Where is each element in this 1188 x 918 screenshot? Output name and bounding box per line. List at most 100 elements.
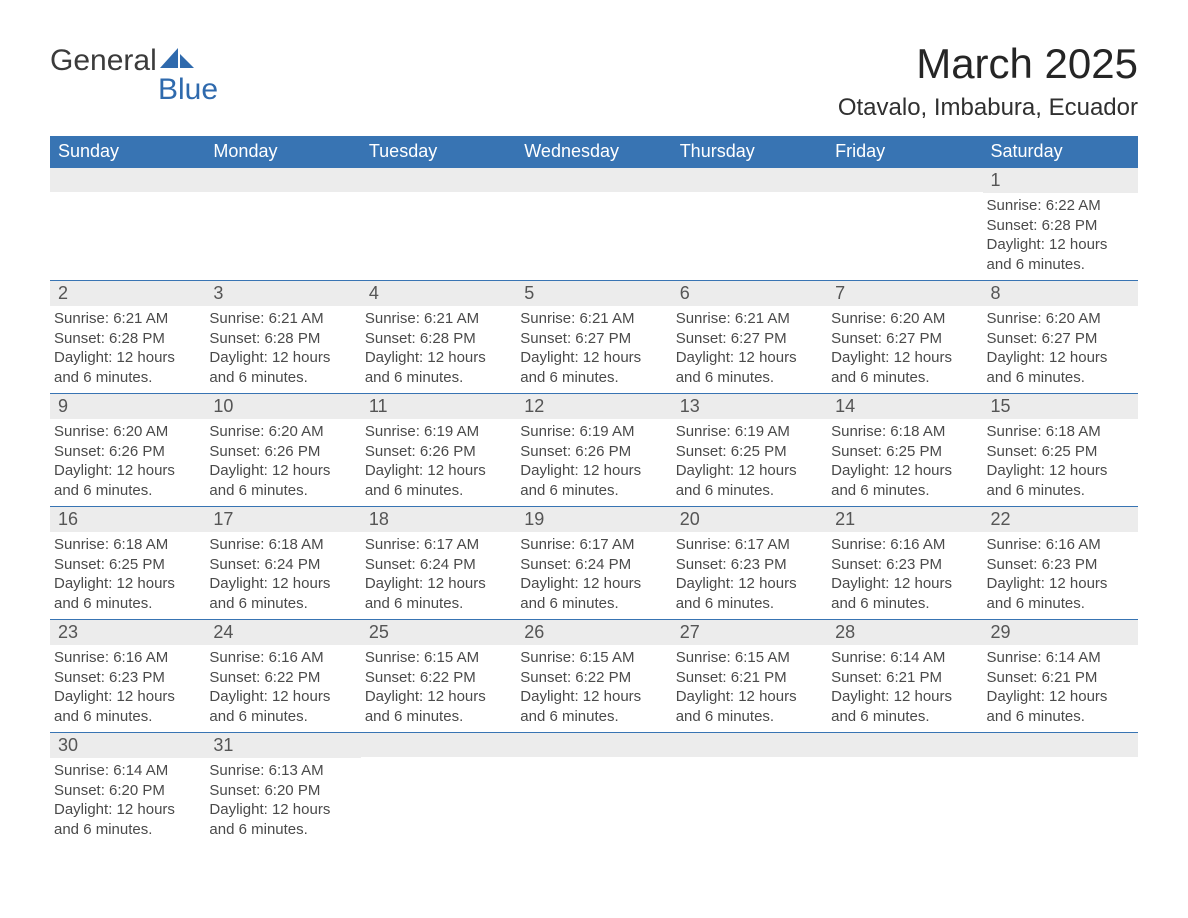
calendar-cell: 30Sunrise: 6:14 AMSunset: 6:20 PMDayligh… xyxy=(50,733,205,846)
day-details: Sunrise: 6:21 AMSunset: 6:28 PMDaylight:… xyxy=(205,306,360,393)
daylight-text: Daylight: 12 hours and 6 minutes. xyxy=(676,348,821,387)
sunset-text: Sunset: 6:24 PM xyxy=(365,555,510,575)
sunrise-text: Sunrise: 6:16 AM xyxy=(831,535,976,555)
calendar-cell: 8Sunrise: 6:20 AMSunset: 6:27 PMDaylight… xyxy=(983,281,1138,394)
day-details: Sunrise: 6:18 AMSunset: 6:25 PMDaylight:… xyxy=(50,532,205,619)
sunrise-text: Sunrise: 6:22 AM xyxy=(987,196,1132,216)
daylight-text: Daylight: 12 hours and 6 minutes. xyxy=(54,461,199,500)
daylight-text: Daylight: 12 hours and 6 minutes. xyxy=(209,800,354,839)
calendar-week-row: 9Sunrise: 6:20 AMSunset: 6:26 PMDaylight… xyxy=(50,394,1138,507)
daylight-text: Daylight: 12 hours and 6 minutes. xyxy=(987,687,1132,726)
day-details: Sunrise: 6:16 AMSunset: 6:22 PMDaylight:… xyxy=(205,645,360,732)
day-number xyxy=(827,733,982,757)
sunset-text: Sunset: 6:28 PM xyxy=(54,329,199,349)
day-number: 1 xyxy=(983,168,1138,193)
calendar-cell: 22Sunrise: 6:16 AMSunset: 6:23 PMDayligh… xyxy=(983,507,1138,620)
calendar-cell: 10Sunrise: 6:20 AMSunset: 6:26 PMDayligh… xyxy=(205,394,360,507)
day-details: Sunrise: 6:19 AMSunset: 6:26 PMDaylight:… xyxy=(516,419,671,506)
day-number: 8 xyxy=(983,281,1138,306)
sunset-text: Sunset: 6:23 PM xyxy=(676,555,821,575)
sunrise-text: Sunrise: 6:17 AM xyxy=(365,535,510,555)
day-details: Sunrise: 6:21 AMSunset: 6:27 PMDaylight:… xyxy=(672,306,827,393)
daylight-text: Daylight: 12 hours and 6 minutes. xyxy=(365,461,510,500)
sunset-text: Sunset: 6:28 PM xyxy=(987,216,1132,236)
daylight-text: Daylight: 12 hours and 6 minutes. xyxy=(365,574,510,613)
calendar-cell: 3Sunrise: 6:21 AMSunset: 6:28 PMDaylight… xyxy=(205,281,360,394)
calendar-week-row: 16Sunrise: 6:18 AMSunset: 6:25 PMDayligh… xyxy=(50,507,1138,620)
daylight-text: Daylight: 12 hours and 6 minutes. xyxy=(209,461,354,500)
day-number xyxy=(672,733,827,757)
day-number xyxy=(361,168,516,192)
sunrise-text: Sunrise: 6:20 AM xyxy=(54,422,199,442)
sunrise-text: Sunrise: 6:19 AM xyxy=(520,422,665,442)
day-details: Sunrise: 6:15 AMSunset: 6:21 PMDaylight:… xyxy=(672,645,827,732)
day-details: Sunrise: 6:16 AMSunset: 6:23 PMDaylight:… xyxy=(50,645,205,732)
day-details: Sunrise: 6:17 AMSunset: 6:24 PMDaylight:… xyxy=(361,532,516,619)
daylight-text: Daylight: 12 hours and 6 minutes. xyxy=(987,348,1132,387)
sunrise-text: Sunrise: 6:17 AM xyxy=(676,535,821,555)
day-number: 4 xyxy=(361,281,516,306)
sunset-text: Sunset: 6:28 PM xyxy=(365,329,510,349)
calendar-cell: 19Sunrise: 6:17 AMSunset: 6:24 PMDayligh… xyxy=(516,507,671,620)
calendar-cell: 5Sunrise: 6:21 AMSunset: 6:27 PMDaylight… xyxy=(516,281,671,394)
day-header: Wednesday xyxy=(516,136,671,168)
day-details: Sunrise: 6:20 AMSunset: 6:26 PMDaylight:… xyxy=(50,419,205,506)
day-number: 17 xyxy=(205,507,360,532)
calendar-week-row: 2Sunrise: 6:21 AMSunset: 6:28 PMDaylight… xyxy=(50,281,1138,394)
day-number: 13 xyxy=(672,394,827,419)
day-details xyxy=(672,757,827,835)
day-number: 6 xyxy=(672,281,827,306)
sunset-text: Sunset: 6:21 PM xyxy=(676,668,821,688)
calendar-cell: 1Sunrise: 6:22 AMSunset: 6:28 PMDaylight… xyxy=(983,168,1138,281)
day-details xyxy=(361,192,516,270)
day-number: 21 xyxy=(827,507,982,532)
sunrise-text: Sunrise: 6:19 AM xyxy=(365,422,510,442)
calendar-cell: 21Sunrise: 6:16 AMSunset: 6:23 PMDayligh… xyxy=(827,507,982,620)
day-details: Sunrise: 6:21 AMSunset: 6:28 PMDaylight:… xyxy=(50,306,205,393)
day-number: 28 xyxy=(827,620,982,645)
day-number: 25 xyxy=(361,620,516,645)
day-details: Sunrise: 6:20 AMSunset: 6:27 PMDaylight:… xyxy=(983,306,1138,393)
day-details: Sunrise: 6:21 AMSunset: 6:28 PMDaylight:… xyxy=(361,306,516,393)
logo-text-1: General xyxy=(50,46,157,76)
sunset-text: Sunset: 6:25 PM xyxy=(987,442,1132,462)
day-number: 16 xyxy=(50,507,205,532)
daylight-text: Daylight: 12 hours and 6 minutes. xyxy=(365,687,510,726)
sunrise-text: Sunrise: 6:16 AM xyxy=(209,648,354,668)
day-number: 15 xyxy=(983,394,1138,419)
sunrise-text: Sunrise: 6:14 AM xyxy=(54,761,199,781)
calendar-header-row: Sunday Monday Tuesday Wednesday Thursday… xyxy=(50,136,1138,168)
daylight-text: Daylight: 12 hours and 6 minutes. xyxy=(520,348,665,387)
day-details: Sunrise: 6:15 AMSunset: 6:22 PMDaylight:… xyxy=(516,645,671,732)
calendar-week-row: 30Sunrise: 6:14 AMSunset: 6:20 PMDayligh… xyxy=(50,733,1138,846)
day-details: Sunrise: 6:19 AMSunset: 6:25 PMDaylight:… xyxy=(672,419,827,506)
sunrise-text: Sunrise: 6:21 AM xyxy=(209,309,354,329)
day-details: Sunrise: 6:18 AMSunset: 6:25 PMDaylight:… xyxy=(827,419,982,506)
day-details: Sunrise: 6:16 AMSunset: 6:23 PMDaylight:… xyxy=(983,532,1138,619)
day-number xyxy=(361,733,516,757)
day-number: 29 xyxy=(983,620,1138,645)
daylight-text: Daylight: 12 hours and 6 minutes. xyxy=(520,574,665,613)
calendar-cell: 27Sunrise: 6:15 AMSunset: 6:21 PMDayligh… xyxy=(672,620,827,733)
day-details: Sunrise: 6:14 AMSunset: 6:20 PMDaylight:… xyxy=(50,758,205,845)
calendar-cell xyxy=(205,168,360,281)
calendar-cell: 18Sunrise: 6:17 AMSunset: 6:24 PMDayligh… xyxy=(361,507,516,620)
day-number: 23 xyxy=(50,620,205,645)
sunrise-text: Sunrise: 6:16 AM xyxy=(54,648,199,668)
sunrise-text: Sunrise: 6:16 AM xyxy=(987,535,1132,555)
calendar-cell xyxy=(672,168,827,281)
sunset-text: Sunset: 6:20 PM xyxy=(209,781,354,801)
day-number: 18 xyxy=(361,507,516,532)
sunset-text: Sunset: 6:26 PM xyxy=(54,442,199,462)
calendar-cell: 2Sunrise: 6:21 AMSunset: 6:28 PMDaylight… xyxy=(50,281,205,394)
sunset-text: Sunset: 6:23 PM xyxy=(54,668,199,688)
sunrise-text: Sunrise: 6:20 AM xyxy=(831,309,976,329)
day-details xyxy=(827,757,982,835)
daylight-text: Daylight: 12 hours and 6 minutes. xyxy=(365,348,510,387)
day-number: 24 xyxy=(205,620,360,645)
daylight-text: Daylight: 12 hours and 6 minutes. xyxy=(831,574,976,613)
daylight-text: Daylight: 12 hours and 6 minutes. xyxy=(54,800,199,839)
day-header: Thursday xyxy=(672,136,827,168)
calendar-cell: 23Sunrise: 6:16 AMSunset: 6:23 PMDayligh… xyxy=(50,620,205,733)
logo-sail-icon xyxy=(160,46,194,70)
